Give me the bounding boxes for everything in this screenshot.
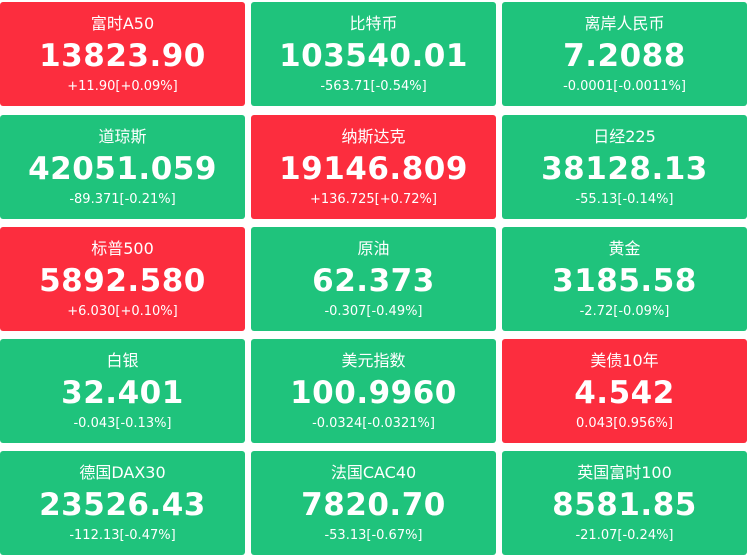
quote-name: 道琼斯	[98, 127, 147, 146]
quote-tile-nikkei-225[interactable]: 日经225 38128.13 -55.13[-0.14%]	[502, 115, 747, 219]
quote-price: 7820.70	[301, 487, 446, 523]
quote-name: 离岸人民币	[584, 14, 665, 33]
quote-tile-ftse-a50[interactable]: 富时A50 13823.90 +11.90[+0.09%]	[0, 2, 245, 106]
quote-tile-nasdaq[interactable]: 纳斯达克 19146.809 +136.725[+0.72%]	[251, 115, 496, 219]
quote-name: 富时A50	[90, 14, 155, 33]
quote-tile-crude-oil[interactable]: 原油 62.373 -0.307[-0.49%]	[251, 227, 496, 331]
quote-price: 13823.90	[39, 38, 206, 74]
quote-name: 黄金	[608, 239, 641, 258]
quote-name: 法国CAC40	[330, 463, 417, 482]
quote-name: 原油	[357, 239, 390, 258]
quote-change: -0.0001[-0.0011%]	[563, 79, 686, 94]
quote-price: 38128.13	[541, 151, 708, 187]
quote-change: 0.043[0.956%]	[576, 416, 673, 431]
quote-change: -53.13[-0.67%]	[324, 528, 423, 543]
quote-tile-sp500[interactable]: 标普500 5892.580 +6.030[+0.10%]	[0, 227, 245, 331]
quote-change: -2.72[-0.09%]	[579, 304, 670, 319]
quote-price: 23526.43	[39, 487, 206, 523]
quote-change: -55.13[-0.14%]	[575, 192, 674, 207]
quote-price: 103540.01	[279, 38, 468, 74]
quote-price: 62.373	[312, 263, 435, 299]
quote-price: 3185.58	[552, 263, 697, 299]
quote-tile-cac40[interactable]: 法国CAC40 7820.70 -53.13[-0.67%]	[251, 451, 496, 555]
quote-price: 4.542	[574, 375, 675, 411]
quote-tile-dollar-index[interactable]: 美元指数 100.9960 -0.0324[-0.0321%]	[251, 339, 496, 443]
quote-name: 美债10年	[590, 351, 659, 370]
quote-tile-offshore-cny[interactable]: 离岸人民币 7.2088 -0.0001[-0.0011%]	[502, 2, 747, 106]
quote-price: 7.2088	[563, 38, 686, 74]
quote-price: 5892.580	[39, 263, 206, 299]
quote-price: 8581.85	[552, 487, 697, 523]
quote-tile-us-10y-treasury[interactable]: 美债10年 4.542 0.043[0.956%]	[502, 339, 747, 443]
quote-tile-bitcoin[interactable]: 比特币 103540.01 -563.71[-0.54%]	[251, 2, 496, 106]
quote-change: -21.07[-0.24%]	[575, 528, 674, 543]
quote-price: 19146.809	[279, 151, 468, 187]
quote-change: -112.13[-0.47%]	[69, 528, 176, 543]
quote-name: 日经225	[593, 127, 656, 146]
quote-name: 德国DAX30	[79, 463, 166, 482]
quote-name: 美元指数	[341, 351, 406, 370]
quote-tile-gold[interactable]: 黄金 3185.58 -2.72[-0.09%]	[502, 227, 747, 331]
quote-name: 白银	[106, 351, 139, 370]
quote-tile-silver[interactable]: 白银 32.401 -0.043[-0.13%]	[0, 339, 245, 443]
quote-name: 英国富时100	[577, 463, 672, 482]
quote-tile-dow-jones[interactable]: 道琼斯 42051.059 -89.371[-0.21%]	[0, 115, 245, 219]
quote-price: 42051.059	[28, 151, 217, 187]
quote-change: -0.043[-0.13%]	[73, 416, 172, 431]
quote-tile-ftse100[interactable]: 英国富时100 8581.85 -21.07[-0.24%]	[502, 451, 747, 555]
quote-name: 标普500	[91, 239, 154, 258]
quote-price: 100.9960	[290, 375, 457, 411]
quote-change: -0.0324[-0.0321%]	[312, 416, 435, 431]
quote-change: -563.71[-0.54%]	[320, 79, 427, 94]
quote-change: +136.725[+0.72%]	[310, 192, 437, 207]
quote-change: +11.90[+0.09%]	[67, 79, 178, 94]
quote-name: 纳斯达克	[341, 127, 406, 146]
quote-tile-dax30[interactable]: 德国DAX30 23526.43 -112.13[-0.47%]	[0, 451, 245, 555]
quote-name: 比特币	[349, 14, 398, 33]
quote-change: -0.307[-0.49%]	[324, 304, 423, 319]
quote-change: +6.030[+0.10%]	[67, 304, 178, 319]
quote-change: -89.371[-0.21%]	[69, 192, 176, 207]
quote-price: 32.401	[61, 375, 184, 411]
